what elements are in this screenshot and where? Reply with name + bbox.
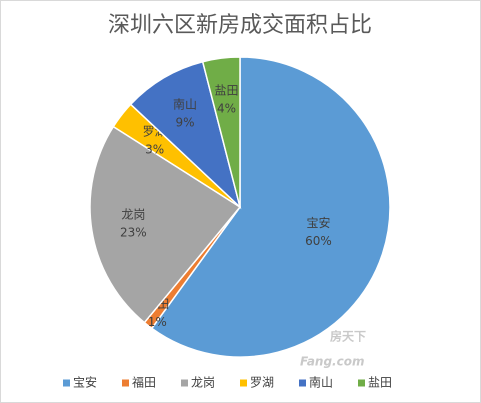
slice-category-label: 盐田	[214, 83, 238, 97]
legend-swatch	[122, 379, 129, 387]
legend-label: 福田	[132, 375, 156, 390]
pie-slice	[89, 125, 242, 324]
slice-category-label: 南山	[173, 97, 197, 112]
slice-value-label: 9%	[176, 116, 195, 130]
legend-swatch	[181, 379, 188, 387]
legend-label: 罗湖	[250, 375, 274, 390]
watermark: Fang.com	[300, 355, 364, 369]
legend-swatch	[63, 379, 70, 387]
slice-category-label: 龙岗	[121, 207, 145, 221]
slice-value-label: 4%	[217, 101, 236, 115]
legend-swatch	[299, 379, 306, 387]
pie-slice	[201, 56, 241, 208]
chart-title: 深圳六区新房成交面积占比	[108, 13, 372, 38]
watermark: 房天下	[330, 329, 366, 344]
slice-value-label: 60%	[305, 234, 332, 248]
slice-value-label: 3%	[145, 142, 164, 156]
legend-swatch	[358, 379, 365, 387]
slice-value-label: 23%	[120, 225, 147, 239]
pie-slice	[129, 60, 242, 210]
slice-value-label: 1%	[148, 315, 167, 329]
legend-swatch	[240, 379, 247, 387]
legend-label: 龙岗	[191, 376, 215, 390]
legend-label: 宝安	[73, 375, 97, 390]
legend-label: 盐田	[368, 376, 392, 390]
pie-slice	[150, 56, 391, 358]
legend-label: 南山	[309, 375, 333, 390]
slice-category-label: 宝安	[306, 215, 330, 230]
